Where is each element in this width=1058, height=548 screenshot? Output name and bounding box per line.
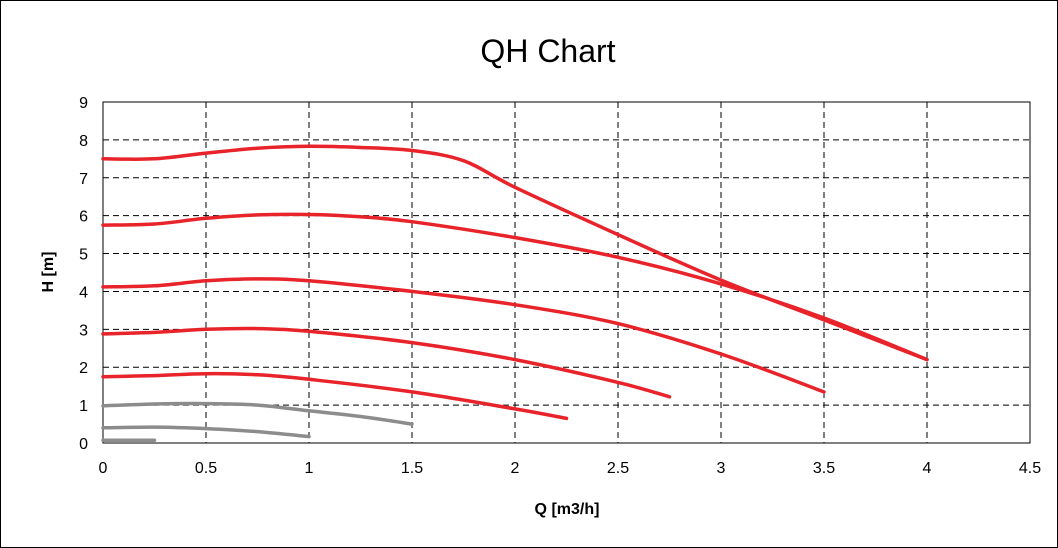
series-line-6 — [101, 401, 414, 426]
grid-lines — [103, 102, 1030, 443]
x-tick-label: 0.5 — [195, 460, 217, 477]
y-tick-label: 7 — [79, 171, 88, 188]
plot-area — [102, 101, 1031, 444]
y-tick-label: 1 — [79, 398, 88, 415]
y-tick-label: 5 — [79, 247, 88, 264]
x-tick-label: 2 — [511, 460, 520, 477]
y-tick-labels: 0 1 2 3 4 5 6 7 8 9 — [79, 95, 88, 453]
y-tick-label: 3 — [79, 322, 88, 339]
x-axis-label: Q [m3/h] — [535, 501, 600, 518]
y-tick-label: 8 — [79, 133, 88, 150]
y-tick-label: 6 — [79, 209, 88, 226]
x-tick-label: 2.5 — [607, 460, 629, 477]
x-tick-label: 1.5 — [401, 460, 423, 477]
x-tick-label: 3.5 — [813, 460, 835, 477]
y-tick-label: 9 — [79, 95, 88, 112]
y-tick-label: 4 — [79, 284, 88, 301]
y-tick-label: 2 — [79, 360, 88, 377]
series-line-3 — [101, 277, 826, 394]
x-tick-label: 4.5 — [1019, 460, 1041, 477]
series-line-4 — [101, 326, 672, 399]
series-line-7 — [101, 425, 311, 439]
series-line-5 — [101, 371, 569, 421]
x-tick-label: 1 — [305, 460, 314, 477]
chart-title: QH Chart — [480, 33, 615, 69]
y-axis-label: H [m] — [40, 252, 57, 293]
y-tick-label: 0 — [79, 436, 88, 453]
x-tick-label: 3 — [717, 460, 726, 477]
series-line-2 — [101, 212, 929, 362]
series-group — [101, 144, 929, 443]
x-tick-labels: 0 0.5 1 1.5 2 2.5 3 3.5 4 4.5 — [99, 460, 1042, 477]
x-tick-label: 4 — [923, 460, 932, 477]
x-tick-label: 0 — [99, 460, 108, 477]
